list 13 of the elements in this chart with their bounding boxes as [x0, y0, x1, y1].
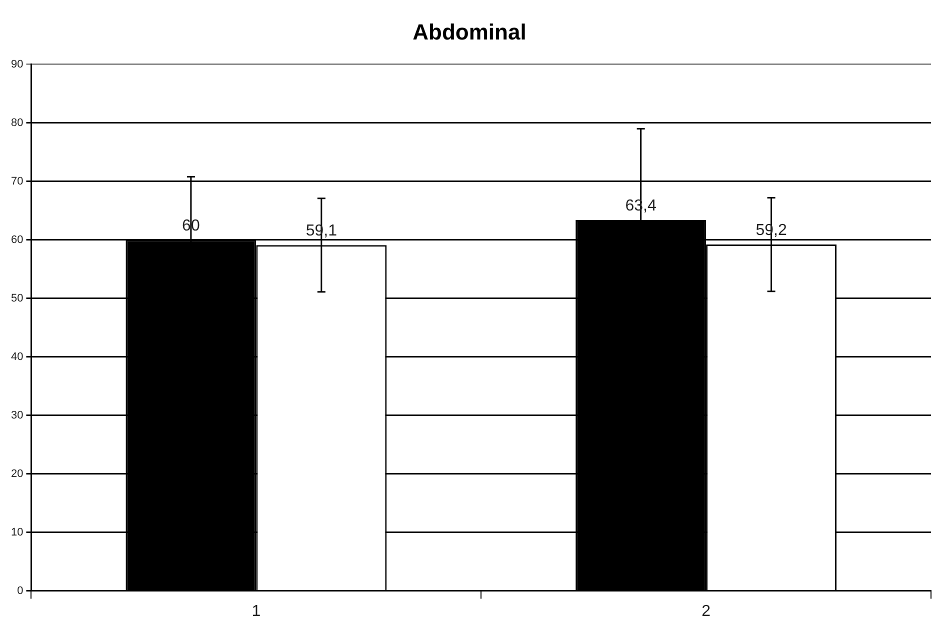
x-tick-label: 2 [702, 602, 711, 620]
y-tick-label: 90 [10, 58, 24, 70]
y-tick-label: 50 [10, 292, 24, 304]
y-tick-label: 30 [10, 409, 24, 422]
y-tick-label: 80 [10, 116, 24, 129]
y-tick-label: 20 [10, 468, 24, 480]
y-tick-label: 60 [10, 234, 24, 246]
y-tick-label: 70 [10, 175, 24, 188]
y-tick-label: 40 [10, 350, 24, 363]
y-tick-label: 10 [10, 526, 24, 538]
x-tick-label: 1 [252, 602, 261, 620]
chart-title: Abdominal [412, 19, 526, 44]
y-tick-label: 0 [17, 584, 24, 597]
